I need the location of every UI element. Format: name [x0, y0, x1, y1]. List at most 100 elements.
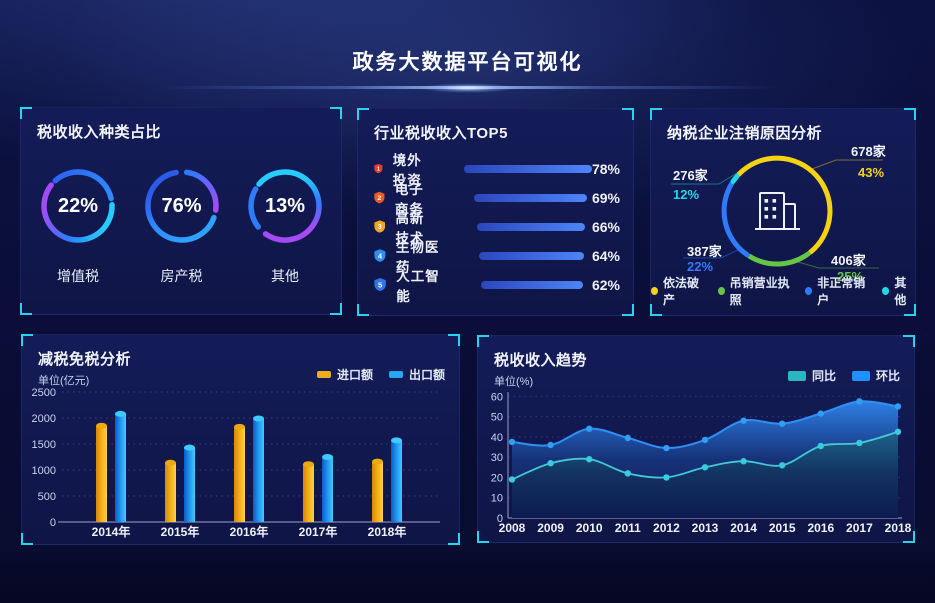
legend-item[interactable]: 出口额 [388, 366, 445, 383]
donut-ring [144, 169, 219, 243]
legend-dot-icon [717, 287, 725, 295]
legend-swatch [316, 371, 331, 378]
industry-bar [478, 251, 584, 260]
top5-row: 5 人工智能 62% [374, 269, 620, 304]
rank-number: 3 [378, 222, 382, 231]
bar-import [165, 462, 176, 522]
data-point [779, 420, 786, 427]
donut-gauge: 13% 其他 [243, 164, 327, 286]
series-area-tongbi [512, 431, 898, 518]
data-point [701, 464, 709, 471]
industry-value: 78% [591, 160, 620, 177]
bar-cap [115, 410, 126, 417]
bar-track [473, 193, 587, 202]
corner-bracket-icon [330, 303, 342, 315]
industry-label: 生物医药 [395, 239, 440, 275]
legend-label: 吊销营业执照 [729, 276, 790, 307]
legend-label: 环比 [875, 369, 900, 383]
bar-cap [253, 415, 264, 422]
donut-arc [144, 169, 217, 243]
legend-label: 同比 [811, 369, 836, 383]
rank-badge-icon: 3 [374, 220, 386, 233]
top5-row: 2 电子商务 69% [374, 182, 620, 217]
industry-value: 62% [591, 276, 620, 293]
segment-pct-label: 43% [858, 165, 884, 180]
top5-row: 3 高新技术 66% [374, 211, 620, 246]
data-point [779, 462, 786, 469]
donut-label: 增值税 [57, 268, 99, 284]
y-tick-label: 1000 [32, 465, 56, 477]
ring-segment [747, 251, 811, 267]
legend-item[interactable]: 进口额 [316, 366, 373, 383]
y-tick-label: 2500 [32, 387, 56, 399]
bar-import [303, 464, 314, 522]
industry-label: 人工智能 [396, 268, 440, 304]
legend-item[interactable]: 环比 [851, 367, 900, 384]
donut-arc [52, 169, 114, 202]
legend-item[interactable]: 依法破产 [651, 274, 705, 308]
corner-bracket-icon [650, 108, 662, 120]
data-point [894, 403, 902, 410]
data-point [817, 442, 824, 450]
donut-arc [183, 169, 219, 213]
top5-row: 1 境外投资 78% [374, 153, 620, 188]
leader-line [683, 249, 739, 259]
donut-gauge: 76% 房产税 [140, 164, 224, 286]
ring-segment [736, 155, 833, 255]
legend-item[interactable]: 吊销营业执照 [717, 274, 793, 308]
x-year-label: 2018 [885, 521, 912, 535]
donut-ring [41, 169, 115, 243]
data-point [508, 438, 516, 446]
bar-chart-legend: 进口额 出口额 [316, 366, 445, 383]
segment-count-label: 406家 [831, 253, 867, 268]
y-tick-label: 1500 [32, 439, 56, 451]
bar-import [96, 425, 107, 522]
bar-import [234, 426, 245, 522]
corner-bracket-icon [903, 335, 915, 347]
industry-label: 高新技术 [395, 210, 425, 246]
legend-item[interactable]: 同比 [787, 367, 836, 384]
bar-import [372, 461, 383, 522]
building-icon [755, 192, 800, 230]
bar-export [184, 447, 195, 522]
donut-ring [248, 169, 322, 243]
unit-label: 单位(%) [494, 376, 534, 388]
legend-item[interactable]: 非正常销户 [805, 274, 869, 308]
panel-cancellation-reasons: 纳税企业注销原因分析 678家 43% 406家 25% 387家 22% 276家 12% … [650, 108, 916, 316]
legend-dot-icon [651, 287, 658, 295]
corner-bracket-icon [903, 531, 915, 543]
panel-tax-trend: 税收收入趋势 单位(%) 同比 环比 0 10 20 30 40 50 60 2008 2009 2… [477, 335, 915, 543]
legend-dot-icon [805, 287, 813, 295]
x-year-label: 2015 [769, 521, 796, 535]
bar-chart: 0 500 1000 1500 2000 2500 2014年 2015年 2016年 2017年… [32, 387, 440, 539]
x-year-label: 2012 [653, 521, 680, 535]
panel-title: 税收收入趋势 [494, 352, 588, 369]
corner-bracket-icon [448, 334, 460, 346]
y-tick-label: 30 [491, 452, 503, 464]
x-category-label: 2015年 [161, 524, 200, 539]
corner-bracket-icon [357, 304, 369, 316]
x-category-label: 2017年 [299, 524, 338, 539]
corner-bracket-icon [20, 303, 32, 315]
legend-item[interactable]: 其他 [882, 274, 915, 308]
data-point [894, 428, 902, 435]
data-point [586, 425, 593, 432]
bar-cap [234, 423, 245, 430]
corner-bracket-icon [448, 533, 460, 545]
leader-line [671, 172, 738, 185]
legend-label: 其他 [894, 276, 907, 307]
rank-badge-icon: 4 [374, 249, 386, 262]
x-year-label: 2011 [615, 521, 641, 535]
rank-number: 1 [377, 167, 380, 173]
corner-bracket-icon [477, 531, 489, 543]
bar-export [322, 457, 333, 522]
top5-ranking-list: 1 境外投资 78% 2 电子商务 69% 3 高新技术 66% 4 生物医药 64% 5 人工智能 62% [374, 153, 620, 304]
top5-row: 4 生物医药 64% [374, 240, 620, 275]
panel-title: 税收收入种类占比 [37, 124, 162, 141]
bar-track [476, 222, 585, 231]
bar-cap [303, 461, 314, 468]
x-year-label: 2009 [537, 521, 564, 535]
x-year-label: 2013 [692, 521, 719, 535]
panel-title: 行业税收收入TOP5 [374, 125, 508, 142]
